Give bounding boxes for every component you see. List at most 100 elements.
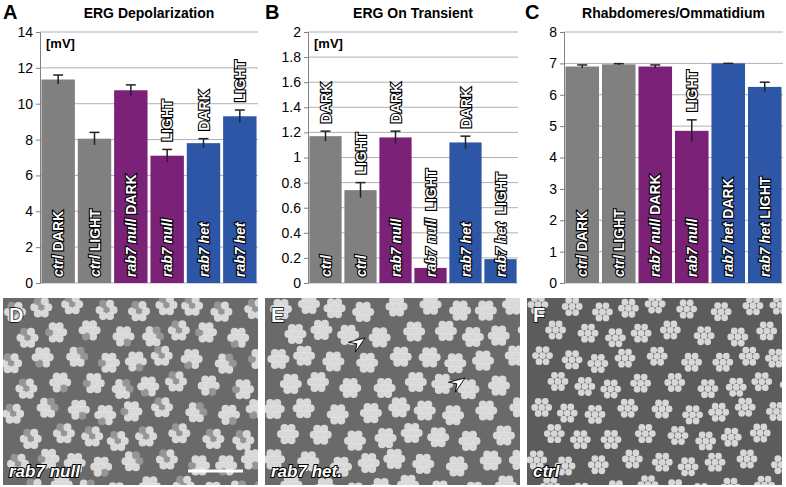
rhabdomere bbox=[699, 431, 706, 438]
rhabdomere bbox=[569, 463, 576, 470]
rhabdomere bbox=[729, 390, 736, 397]
rhabdomere bbox=[548, 378, 555, 385]
rhabdomere bbox=[290, 374, 298, 382]
rhabdomere bbox=[131, 301, 139, 309]
rhabdomere bbox=[532, 352, 539, 359]
rhabdomere bbox=[578, 389, 585, 396]
bar-label: rab7 null bbox=[423, 218, 439, 277]
rhabdomere bbox=[453, 301, 461, 309]
rhabdomere bbox=[771, 461, 778, 468]
rhabdomere bbox=[385, 428, 393, 436]
tick-label: 0 bbox=[25, 275, 33, 291]
rhabdomere bbox=[565, 469, 572, 476]
rhabdomere bbox=[453, 417, 461, 425]
rhabdomere bbox=[618, 361, 625, 368]
bars bbox=[565, 63, 781, 283]
rhabdomere bbox=[591, 366, 598, 373]
bar-label: ctrl bbox=[353, 254, 369, 277]
rhabdomere bbox=[255, 481, 258, 485]
bar-label: ctrl DARK bbox=[50, 211, 66, 277]
rhabdomere bbox=[765, 355, 772, 362]
error-line bbox=[166, 149, 168, 162]
bar-top-label: DARK bbox=[318, 83, 334, 123]
tick-mark bbox=[36, 211, 40, 212]
tick-label: 1 bbox=[293, 149, 301, 165]
rhabdomere bbox=[588, 383, 595, 390]
tick-mark bbox=[36, 175, 40, 176]
tick-label: 8 bbox=[25, 132, 33, 148]
rhabdomere bbox=[625, 462, 632, 469]
rhabdomere bbox=[595, 405, 602, 412]
rhabdomere bbox=[337, 404, 345, 412]
rhabdomere bbox=[343, 378, 351, 386]
rhabdomere bbox=[506, 298, 514, 303]
rhabdomere bbox=[605, 334, 612, 341]
rhabdomere bbox=[749, 347, 756, 354]
rhabdomere bbox=[379, 327, 387, 335]
tick-mark bbox=[560, 220, 564, 221]
rhabdomere bbox=[498, 476, 506, 484]
rhabdomere bbox=[124, 401, 132, 409]
rhabdomere bbox=[565, 362, 572, 369]
rhabdomere bbox=[635, 430, 642, 437]
rhabdomere bbox=[594, 360, 601, 367]
rhabdomere bbox=[166, 298, 174, 303]
rhabdomere bbox=[647, 353, 654, 360]
rhabdomere bbox=[208, 388, 216, 396]
tick: 0.2 bbox=[282, 250, 308, 266]
tick: 12 bbox=[17, 60, 40, 76]
rhabdomere bbox=[753, 308, 760, 315]
rhabdomere bbox=[663, 321, 670, 328]
rhabdomere bbox=[485, 301, 493, 309]
tick: 1.8 bbox=[282, 49, 308, 65]
micrograph-bg bbox=[3, 298, 258, 485]
rhabdomere bbox=[456, 456, 464, 464]
rhabdomere bbox=[554, 436, 561, 443]
rhabdomere bbox=[606, 309, 613, 316]
rhabdomere bbox=[301, 451, 309, 459]
rhabdomere bbox=[171, 320, 179, 328]
rhabdomere bbox=[592, 411, 599, 418]
rhabdomere bbox=[513, 307, 520, 315]
grid bbox=[308, 32, 518, 283]
rhabdomere bbox=[693, 417, 700, 424]
rhabdomere bbox=[582, 483, 589, 485]
grid bbox=[564, 32, 783, 283]
rhabdomere bbox=[781, 467, 782, 474]
rhabdomere bbox=[733, 384, 740, 391]
rhabdomere bbox=[538, 298, 545, 302]
rhabdomere bbox=[692, 365, 699, 372]
rhabdomere bbox=[169, 371, 177, 379]
grid-line bbox=[564, 32, 783, 33]
rhabdomere bbox=[655, 298, 662, 301]
rhabdomere bbox=[67, 453, 75, 461]
rhabdomere bbox=[333, 351, 341, 359]
rhabdomere bbox=[688, 359, 695, 366]
tick-mark bbox=[560, 63, 564, 64]
tick: 10 bbox=[17, 96, 40, 112]
rhabdomere bbox=[438, 439, 446, 447]
rhabdomere bbox=[751, 378, 758, 385]
rhabdomere bbox=[360, 353, 368, 361]
rhabdomere bbox=[655, 465, 662, 472]
error-cap bbox=[356, 182, 366, 184]
axis-line bbox=[36, 33, 41, 284]
rhabdomere bbox=[400, 347, 408, 355]
rhabdomere bbox=[652, 301, 659, 308]
rhabdomere bbox=[110, 431, 118, 439]
rhabdomere bbox=[780, 408, 782, 415]
tick-label: 0 bbox=[549, 275, 557, 291]
rhabdomere bbox=[34, 298, 42, 305]
rhabdomere bbox=[303, 398, 311, 406]
rhabdomere bbox=[393, 347, 401, 355]
rhabdomere bbox=[23, 429, 31, 437]
rhabdomere bbox=[592, 330, 599, 337]
rhabdomere bbox=[191, 455, 199, 463]
rhabdomere bbox=[266, 399, 274, 407]
bar bbox=[114, 90, 147, 283]
rhabdomere bbox=[648, 298, 655, 301]
rhabdomere bbox=[641, 475, 648, 482]
rhabdomere bbox=[138, 301, 146, 309]
rhabdomere bbox=[56, 423, 64, 431]
rhabdomere bbox=[638, 436, 645, 443]
